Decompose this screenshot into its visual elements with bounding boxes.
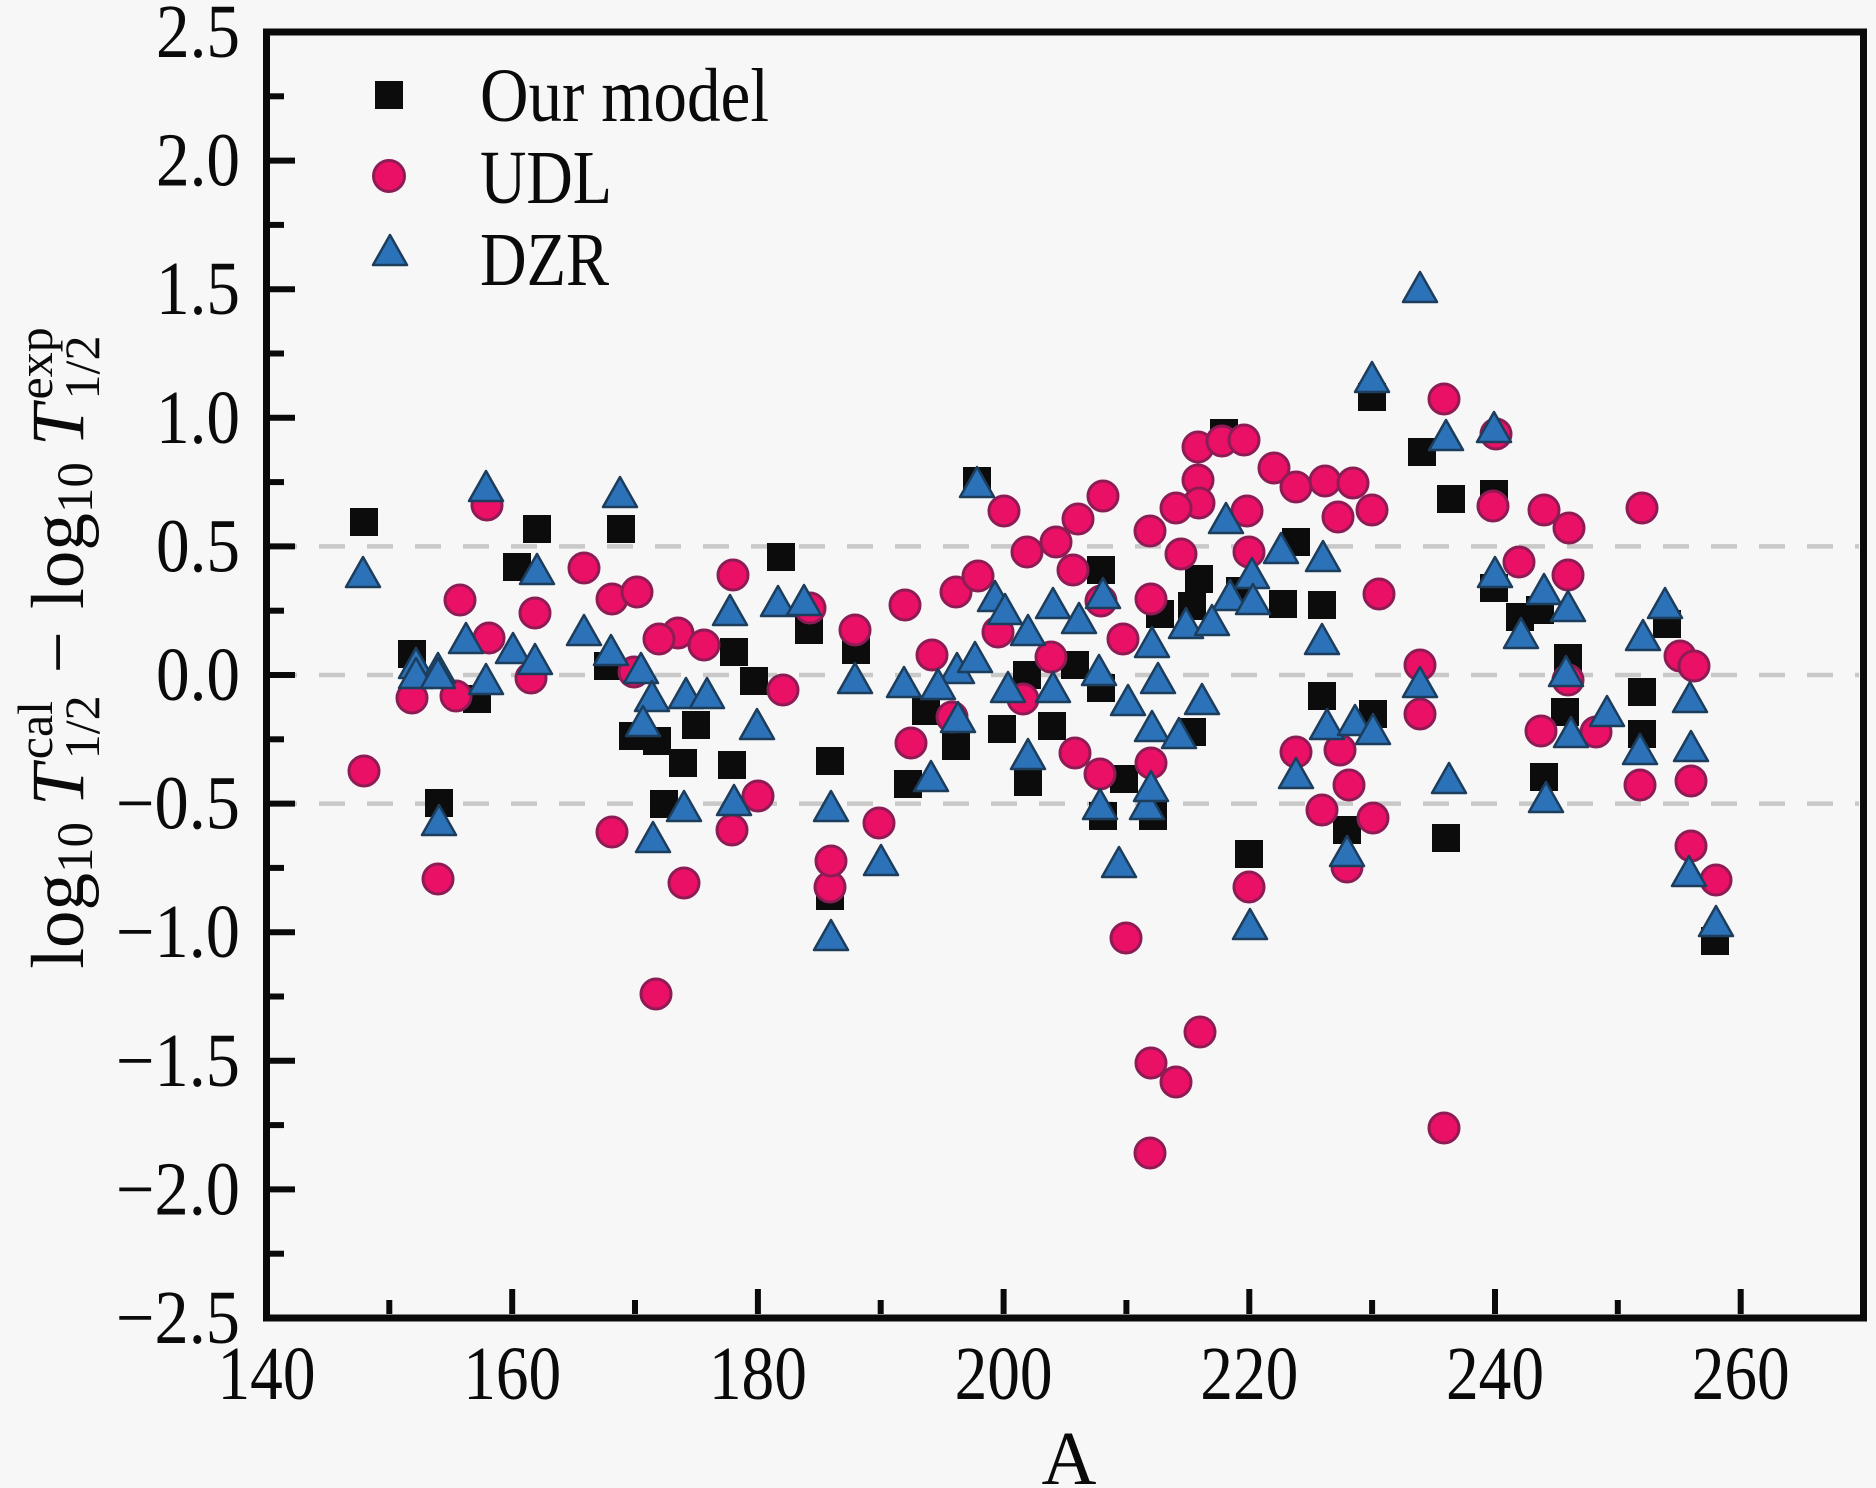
svg-text:1.0: 1.0 bbox=[156, 376, 240, 460]
svg-text:260: 260 bbox=[1692, 1332, 1790, 1416]
svg-text:A: A bbox=[1042, 1417, 1097, 1488]
svg-text:−2.0: −2.0 bbox=[116, 1147, 240, 1231]
svg-text:−0.5: −0.5 bbox=[116, 762, 240, 846]
svg-text:220: 220 bbox=[1200, 1332, 1298, 1416]
svg-text:2.0: 2.0 bbox=[156, 119, 240, 203]
svg-text:DZR: DZR bbox=[480, 218, 609, 302]
svg-text:200: 200 bbox=[955, 1332, 1053, 1416]
svg-text:0.5: 0.5 bbox=[156, 504, 240, 588]
svg-text:−1.5: −1.5 bbox=[116, 1019, 240, 1103]
svg-text:160: 160 bbox=[463, 1332, 561, 1416]
svg-text:180: 180 bbox=[709, 1332, 807, 1416]
svg-text:2.5: 2.5 bbox=[156, 0, 240, 74]
svg-text:1.5: 1.5 bbox=[156, 247, 240, 331]
svg-text:−2.5: −2.5 bbox=[116, 1276, 240, 1360]
svg-text:140: 140 bbox=[218, 1332, 316, 1416]
svg-text:0.0: 0.0 bbox=[156, 633, 240, 717]
svg-text:Our model: Our model bbox=[480, 54, 769, 138]
svg-text:UDL: UDL bbox=[480, 136, 612, 220]
svg-text:240: 240 bbox=[1446, 1332, 1544, 1416]
svg-text:−1.0: −1.0 bbox=[116, 890, 240, 974]
